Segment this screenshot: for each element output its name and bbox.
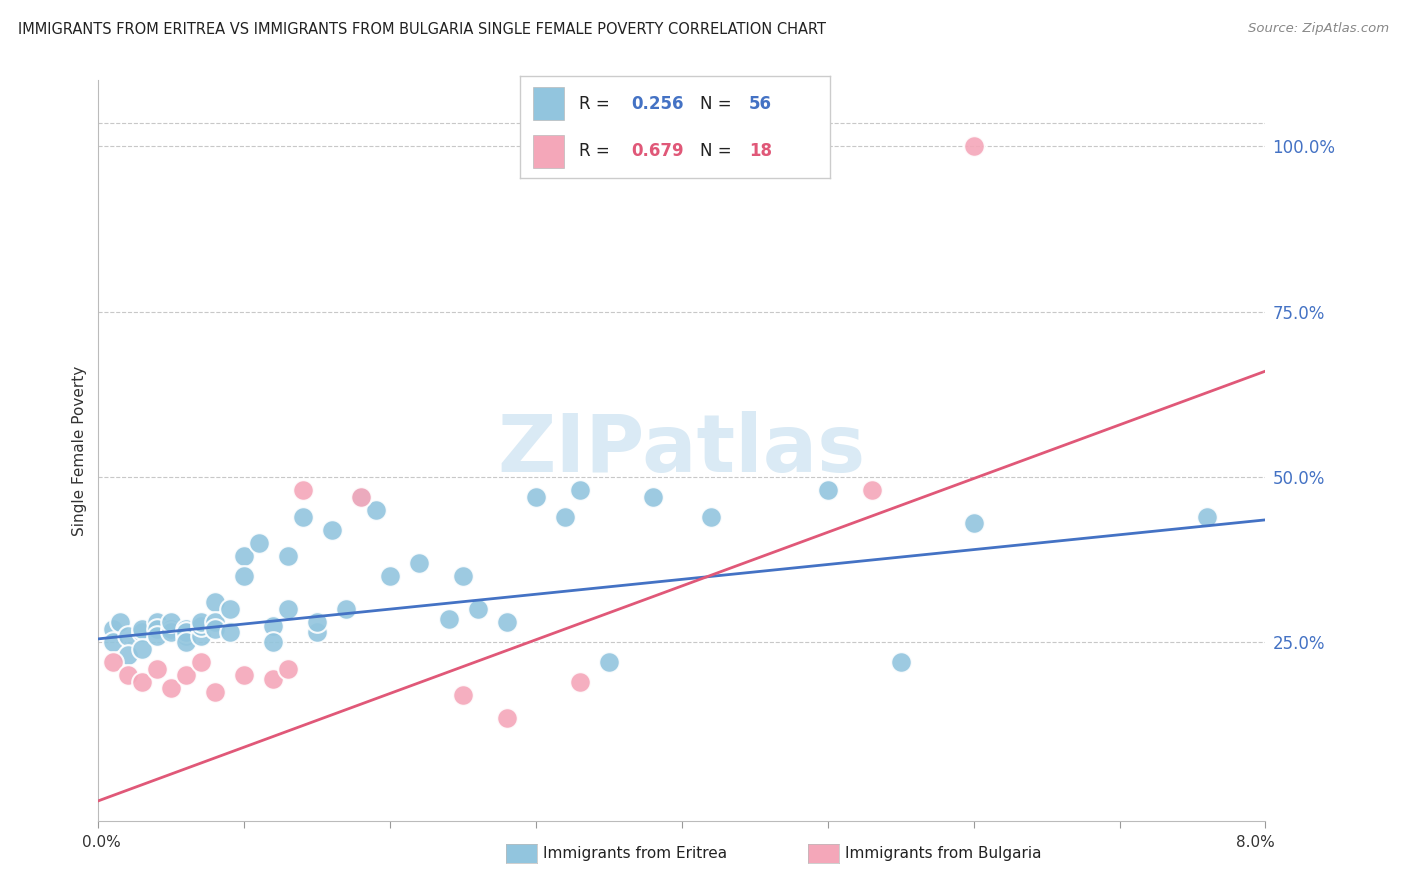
Point [204, 595, 226, 609]
Text: R =: R = [579, 142, 614, 160]
Point [277, 549, 299, 564]
Point [380, 569, 402, 583]
Point [408, 556, 430, 570]
Point [291, 483, 314, 497]
Point [190, 655, 212, 669]
Text: ZIPatlas: ZIPatlas [498, 411, 866, 490]
Point [262, 618, 284, 632]
Point [598, 655, 620, 669]
Point [204, 622, 226, 636]
Point [350, 490, 373, 504]
Text: 0.0%: 0.0% [82, 836, 121, 850]
Point [307, 615, 329, 630]
Point [131, 622, 153, 636]
Point [204, 615, 226, 630]
Point [131, 674, 153, 689]
Point [496, 615, 519, 630]
Point [262, 672, 284, 686]
Text: IMMIGRANTS FROM ERITREA VS IMMIGRANTS FROM BULGARIA SINGLE FEMALE POVERTY CORREL: IMMIGRANTS FROM ERITREA VS IMMIGRANTS FR… [18, 22, 827, 37]
Point [101, 622, 124, 636]
Point [554, 509, 576, 524]
Point [364, 503, 387, 517]
Point [277, 662, 299, 676]
Point [160, 681, 183, 696]
Point [962, 516, 984, 531]
Point [131, 625, 153, 640]
Point [190, 629, 212, 643]
Text: 18: 18 [749, 142, 772, 160]
Point [641, 490, 664, 504]
Point [890, 655, 912, 669]
Point [496, 711, 519, 725]
FancyBboxPatch shape [533, 136, 564, 168]
Point [451, 569, 474, 583]
Point [117, 668, 139, 682]
Point [174, 635, 197, 649]
Point [233, 549, 256, 564]
Point [451, 688, 474, 702]
Point [568, 674, 591, 689]
Point [277, 602, 299, 616]
Point [174, 629, 197, 643]
Point [190, 615, 212, 630]
Point [218, 625, 240, 640]
Point [174, 668, 197, 682]
Text: 56: 56 [749, 95, 772, 112]
Text: 0.679: 0.679 [631, 142, 685, 160]
Point [146, 622, 169, 636]
Point [700, 509, 723, 524]
Point [262, 635, 284, 649]
Point [117, 648, 139, 663]
Point [174, 622, 197, 636]
Text: N =: N = [700, 142, 737, 160]
Point [174, 625, 197, 640]
Point [218, 602, 240, 616]
Point [131, 641, 153, 656]
Point [307, 625, 329, 640]
Point [160, 622, 183, 636]
Point [101, 655, 124, 669]
Text: 0.256: 0.256 [631, 95, 685, 112]
Text: N =: N = [700, 95, 737, 112]
Point [291, 509, 314, 524]
Point [204, 684, 226, 698]
Point [233, 569, 256, 583]
Point [247, 536, 270, 550]
Point [146, 662, 169, 676]
Point [101, 635, 124, 649]
Point [350, 490, 373, 504]
Point [437, 612, 460, 626]
Point [160, 625, 183, 640]
Y-axis label: Single Female Poverty: Single Female Poverty [72, 366, 87, 535]
Text: 8.0%: 8.0% [1236, 836, 1275, 850]
Point [524, 490, 547, 504]
Point [817, 483, 839, 497]
Point [467, 602, 489, 616]
Point [190, 618, 212, 632]
Point [962, 139, 984, 153]
Point [146, 615, 169, 630]
Point [233, 668, 256, 682]
Point [117, 629, 139, 643]
Point [335, 602, 357, 616]
Point [160, 615, 183, 630]
Text: Immigrants from Bulgaria: Immigrants from Bulgaria [845, 847, 1042, 861]
Point [568, 483, 591, 497]
Text: R =: R = [579, 95, 614, 112]
Text: Source: ZipAtlas.com: Source: ZipAtlas.com [1249, 22, 1389, 36]
FancyBboxPatch shape [533, 87, 564, 120]
Point [321, 523, 343, 537]
Point [146, 629, 169, 643]
Point [1197, 509, 1219, 524]
Point [860, 483, 883, 497]
Point [110, 615, 132, 630]
Text: Immigrants from Eritrea: Immigrants from Eritrea [543, 847, 727, 861]
